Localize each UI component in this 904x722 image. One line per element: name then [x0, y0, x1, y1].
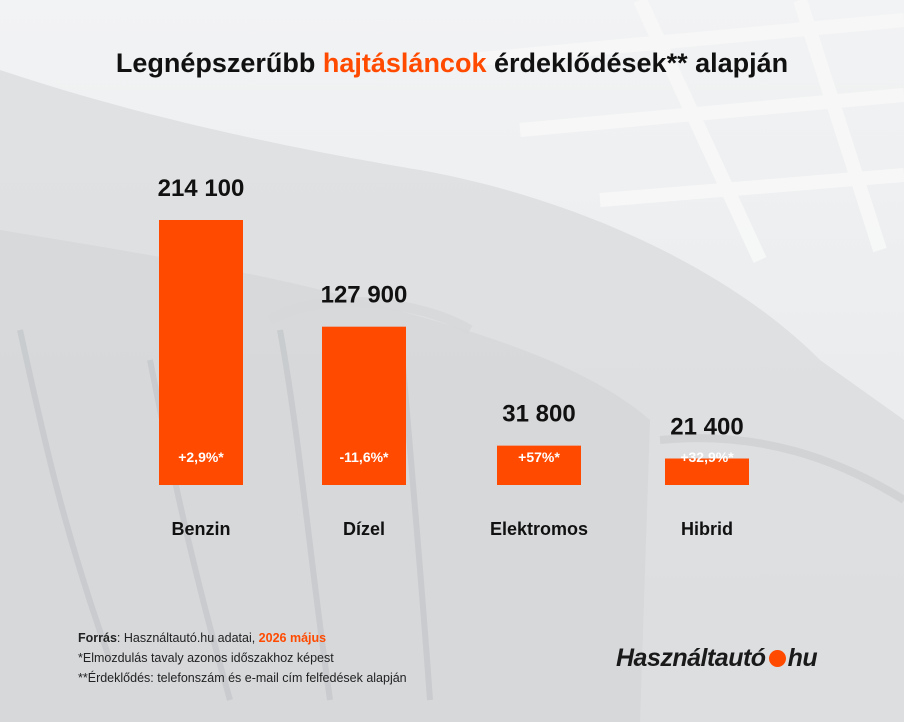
chart-title-part1: Legnépszerűbb: [115, 48, 323, 78]
bar-2: [497, 445, 581, 485]
brand-logo: Használtautó hu: [616, 644, 818, 673]
category-label-3: Hibrid: [681, 519, 733, 539]
category-label-0: Benzin: [171, 519, 230, 539]
change-label-0: +2,9%*: [178, 449, 224, 465]
value-label-0: 214 100: [158, 175, 245, 202]
source-label: Forrás: [78, 631, 117, 645]
logo-dot-icon: [768, 650, 786, 667]
change-label-1: -11,6%*: [339, 449, 389, 465]
bar-3: [665, 458, 749, 485]
value-label-1: 127 900: [321, 282, 408, 309]
change-label-2: +57%*: [518, 449, 560, 465]
change-label-3: +32,9%*: [680, 449, 734, 465]
footnote-change: *Elmozdulás tavaly azonos időszakhoz kép…: [78, 651, 334, 665]
source-date: 2026 május: [258, 631, 327, 645]
category-label-2: Elektromos: [490, 519, 588, 539]
logo-text: Használtautó: [616, 644, 766, 672]
category-label-1: Dízel: [343, 519, 385, 539]
logo-suffix: hu: [787, 644, 818, 672]
bar-0: [159, 220, 243, 485]
bar-1: [322, 326, 406, 485]
chart-title-part2: érdeklődések** alapján: [486, 48, 789, 78]
footnote-inquiry: **Érdeklődés: telefonszám és e-mail cím …: [78, 671, 407, 685]
chart-title: Legnépszerűbb hajtásláncok érdeklődések*…: [0, 48, 904, 79]
value-label-2: 31 800: [502, 401, 575, 428]
footer: Forrás: Használtautó.hu adatai, 2026 máj…: [78, 631, 407, 691]
value-label-3: 21 400: [670, 414, 743, 441]
source-line: Forrás: Használtautó.hu adatai, 2026 máj…: [78, 631, 407, 645]
source-text: : Használtautó.hu adatai,: [116, 631, 259, 645]
chart-title-highlight: hajtásláncok: [322, 48, 487, 78]
